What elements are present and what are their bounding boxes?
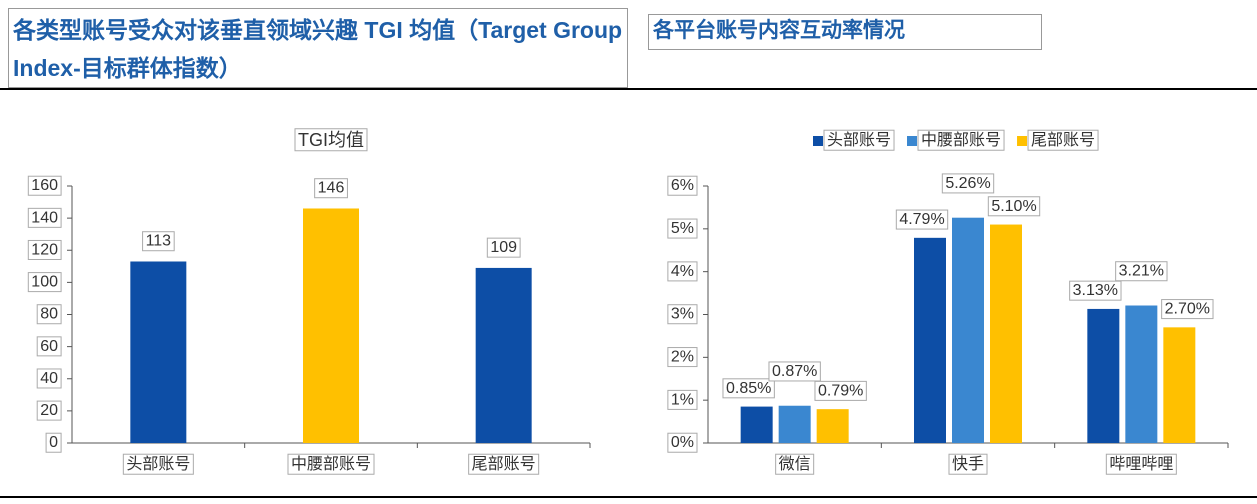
y-tick-label-box — [36, 336, 62, 357]
data-label-box — [1161, 299, 1214, 320]
data-label-box — [1115, 261, 1168, 282]
y-tick-label: 0 — [49, 434, 58, 451]
data-label: 3.21% — [1119, 263, 1164, 280]
legend-label: 尾部账号 — [1031, 131, 1095, 149]
bar — [130, 261, 187, 443]
legend-label-box — [823, 129, 895, 151]
legend-swatch — [1017, 136, 1028, 146]
data-label: 0.79% — [818, 382, 863, 399]
y-tick-label-box — [667, 218, 698, 239]
legend-swatch — [907, 136, 918, 146]
panel-heading: 各类型账号受众对该垂直领域兴趣 TGI 均值（Target Group Inde… — [8, 8, 628, 88]
legend-swatch — [813, 136, 823, 146]
data-label: 3.13% — [1073, 282, 1118, 299]
bar — [816, 409, 849, 443]
data-label-box — [768, 361, 821, 382]
bar — [740, 406, 773, 443]
x-tick-label-box — [468, 453, 540, 475]
y-tick-label-box — [27, 272, 62, 293]
data-label-box — [722, 378, 775, 399]
data-label-box — [814, 380, 867, 401]
y-tick-label-box — [667, 175, 698, 196]
bar — [778, 405, 811, 443]
y-tick-label-box — [27, 207, 62, 228]
bar — [475, 267, 532, 443]
y-tick-label: 1% — [671, 391, 694, 408]
chart-title-box — [294, 128, 368, 152]
data-label-box — [987, 196, 1041, 217]
data-label-box — [941, 173, 995, 194]
data-label-box — [1069, 280, 1122, 301]
bar — [990, 224, 1022, 443]
bar — [952, 217, 984, 443]
bar — [1125, 305, 1158, 443]
data-label-box — [486, 237, 521, 258]
y-tick-label-box — [667, 304, 698, 325]
y-tick-label-box — [27, 239, 62, 260]
legend-label-box — [1027, 129, 1099, 151]
y-tick-label-box — [667, 261, 698, 282]
y-tick-label-box — [36, 400, 62, 421]
x-tick-label: 头部账号 — [126, 455, 190, 473]
x-tick-label: 尾部账号 — [472, 455, 536, 473]
y-tick-label-box — [36, 304, 62, 325]
data-label: 0.87% — [772, 363, 817, 380]
panel-heading: 各平台账号内容互动率情况 — [648, 14, 1042, 50]
x-tick-label: 微信 — [779, 455, 811, 473]
x-tick-label-box — [122, 453, 194, 475]
y-tick-label: 100 — [31, 274, 58, 291]
y-tick-label: 20 — [40, 402, 58, 419]
y-tick-label: 120 — [31, 241, 58, 258]
x-tick-label-box — [287, 453, 375, 475]
y-tick-label-box — [45, 432, 62, 453]
legend-label-box — [917, 129, 1005, 151]
x-tick-label-box — [1105, 453, 1177, 475]
chart-title: TGI均值 — [298, 130, 364, 150]
y-tick-label: 2% — [671, 349, 694, 366]
y-tick-label-box — [667, 432, 698, 453]
x-tick-label: 快手 — [952, 455, 984, 473]
y-tick-label: 5% — [671, 220, 694, 237]
bar — [1087, 308, 1120, 443]
bar — [914, 237, 946, 443]
y-tick-label: 4% — [671, 263, 694, 280]
y-tick-label: 160 — [31, 177, 58, 194]
y-tick-label: 60 — [40, 338, 58, 355]
data-label: 0.85% — [726, 380, 771, 397]
data-label-box — [142, 231, 175, 252]
bar — [303, 208, 359, 443]
data-label: 146 — [318, 180, 345, 197]
y-tick-label: 80 — [40, 306, 58, 323]
x-tick-label: 中腰部账号 — [291, 455, 371, 473]
y-tick-label-box — [667, 389, 698, 410]
x-tick-label-box — [948, 453, 988, 475]
y-tick-label: 6% — [671, 177, 694, 194]
y-tick-label-box — [36, 368, 62, 389]
y-tick-label-box — [667, 347, 698, 368]
bar — [1163, 327, 1196, 443]
data-label: 109 — [490, 239, 517, 256]
y-tick-label: 0% — [671, 434, 694, 451]
y-tick-label-box — [27, 175, 62, 196]
data-label-box — [895, 209, 949, 230]
data-label-box — [314, 178, 348, 199]
x-tick-label-box — [775, 453, 815, 475]
data-label: 2.70% — [1165, 301, 1210, 318]
data-label: 5.10% — [991, 198, 1036, 215]
data-label: 4.79% — [899, 211, 944, 228]
y-tick-label: 140 — [31, 209, 58, 226]
x-tick-label: 哔哩哔哩 — [1109, 455, 1173, 473]
legend-label: 头部账号 — [827, 131, 891, 149]
legend-label: 中腰部账号 — [921, 131, 1001, 149]
y-tick-label: 3% — [671, 306, 694, 323]
data-label: 5.26% — [945, 175, 990, 192]
y-tick-label: 40 — [40, 370, 58, 387]
data-label: 113 — [146, 233, 172, 250]
